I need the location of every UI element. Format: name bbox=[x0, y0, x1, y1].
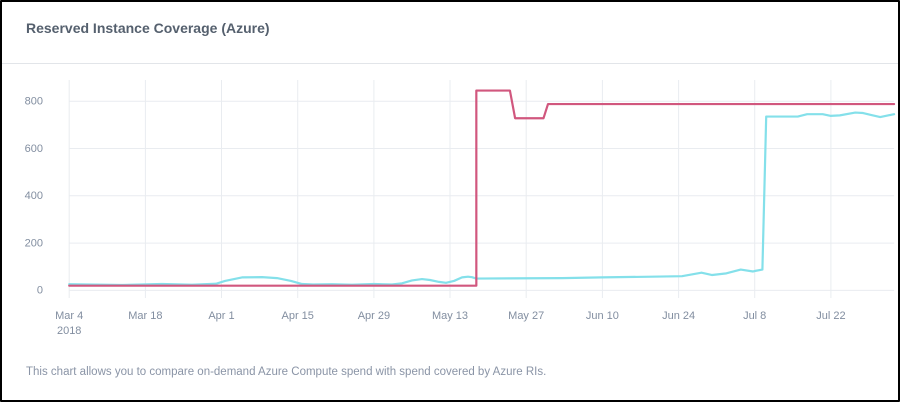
svg-text:200: 200 bbox=[25, 237, 43, 249]
svg-text:600: 600 bbox=[25, 143, 43, 155]
svg-text:Mar 4: Mar 4 bbox=[55, 310, 83, 322]
svg-text:800: 800 bbox=[25, 96, 43, 108]
svg-text:400: 400 bbox=[25, 190, 43, 202]
svg-text:Apr 1: Apr 1 bbox=[208, 310, 234, 322]
svg-text:Jun 24: Jun 24 bbox=[662, 310, 695, 322]
svg-text:0: 0 bbox=[37, 285, 43, 297]
svg-text:Apr 15: Apr 15 bbox=[281, 310, 313, 322]
svg-text:Jul 22: Jul 22 bbox=[816, 310, 845, 322]
svg-text:2018: 2018 bbox=[57, 325, 81, 337]
svg-text:May 27: May 27 bbox=[508, 310, 544, 322]
svg-text:Jul 8: Jul 8 bbox=[743, 310, 766, 322]
svg-text:Jun 10: Jun 10 bbox=[586, 310, 619, 322]
svg-text:Apr 29: Apr 29 bbox=[358, 310, 390, 322]
svg-text:Mar 18: Mar 18 bbox=[128, 310, 162, 322]
svg-text:May 13: May 13 bbox=[432, 310, 468, 322]
